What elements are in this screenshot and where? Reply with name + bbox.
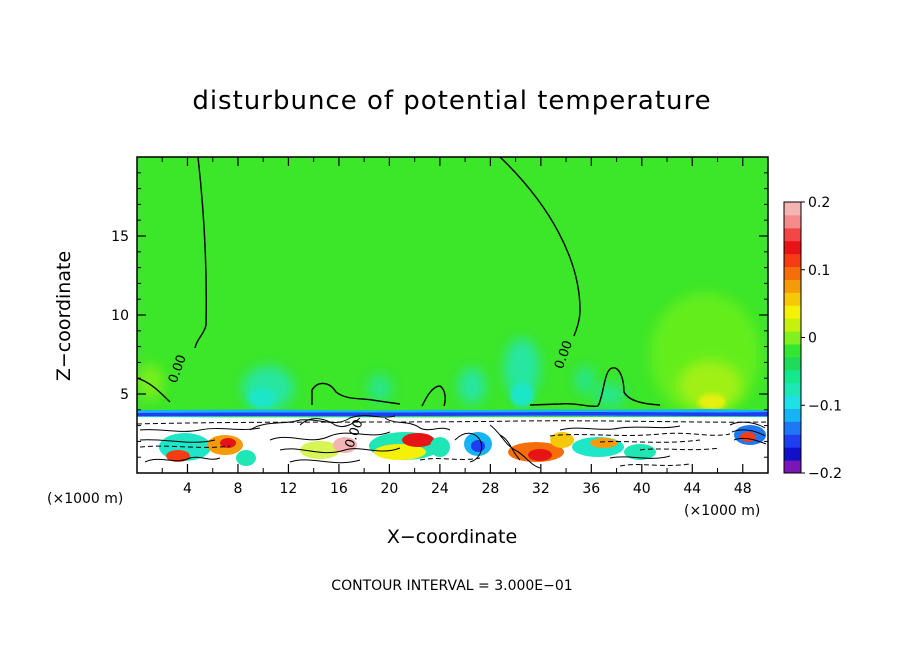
interface-band — [137, 409, 768, 420]
x-tick-label: 36 — [582, 481, 600, 497]
contour-zero-left — [194, 157, 207, 349]
x-tick-label: 32 — [532, 481, 550, 497]
x-tick-label: 4 — [183, 481, 192, 497]
x-tick-label: 12 — [280, 481, 298, 497]
x-tick-label: 28 — [481, 481, 499, 497]
x-unit-left: (×1000 m) — [47, 491, 124, 507]
colorbar-swatch — [784, 434, 801, 448]
colorbar-swatch — [784, 395, 801, 409]
colorbar-swatch — [784, 460, 801, 474]
colorbar-swatch — [784, 240, 801, 255]
colorbar-swatch — [784, 447, 801, 461]
x-tick-label: 40 — [633, 481, 651, 497]
x-tick-label: 20 — [380, 481, 398, 497]
upper-anomalies — [137, 293, 760, 417]
colorbar-tick-label: −0.1 — [808, 398, 842, 414]
colorbar-swatch — [784, 292, 801, 306]
colorbar-swatch — [784, 227, 801, 242]
negative-contours — [137, 420, 768, 467]
colorbar-swatch — [784, 421, 801, 435]
contour-zero-right — [499, 157, 581, 337]
x-tick-label: 44 — [683, 481, 701, 497]
plot-area — [137, 157, 768, 473]
lower-color-patches — [159, 425, 766, 466]
colorbar-swatch — [784, 343, 801, 358]
colorbar-tick-label: 0.1 — [808, 263, 830, 279]
x-tick-label: 8 — [233, 481, 242, 497]
zero-contours — [137, 157, 661, 408]
colorbar-swatch — [784, 305, 801, 319]
x-tick-label: 16 — [330, 481, 348, 497]
chart-title: disturbunce of potential temperature — [192, 86, 712, 116]
colorbar-tick-label: 0 — [808, 331, 817, 347]
colorbar-swatch — [784, 369, 801, 384]
y-tick-label: 15 — [111, 229, 129, 245]
contour-interval-note: CONTOUR INTERVAL = 3.000E−01 — [331, 578, 573, 594]
colorbar-swatch — [784, 408, 801, 422]
colorbar: 0.2 0.1 0 −0.1 −0.2 — [783, 195, 842, 482]
colorbar-swatch — [784, 279, 801, 293]
colorbar-swatch — [784, 318, 801, 332]
colorbar-swatch — [784, 266, 801, 280]
contour-blob-14 — [311, 382, 401, 405]
colorbar-swatch — [784, 253, 801, 268]
colorbar-swatch — [784, 382, 801, 397]
colorbar-swatch — [784, 214, 801, 229]
x-tick-label: 48 — [734, 481, 752, 497]
y-tick-label: 5 — [120, 387, 129, 403]
colorbar-swatch — [784, 331, 801, 345]
y-tick-label: 10 — [111, 308, 129, 324]
colorbar-tick-label: −0.2 — [808, 466, 842, 482]
x-axis-label: X−coordinate — [386, 526, 518, 548]
colorbar-swatch — [784, 356, 801, 371]
contour-left-edge — [137, 377, 171, 403]
colorbar-swatch — [784, 202, 801, 216]
colorbar-tick-label: 0.2 — [808, 195, 830, 211]
x-unit-right: (×1000 m) — [684, 503, 761, 519]
x-tick-label: 24 — [431, 481, 449, 497]
